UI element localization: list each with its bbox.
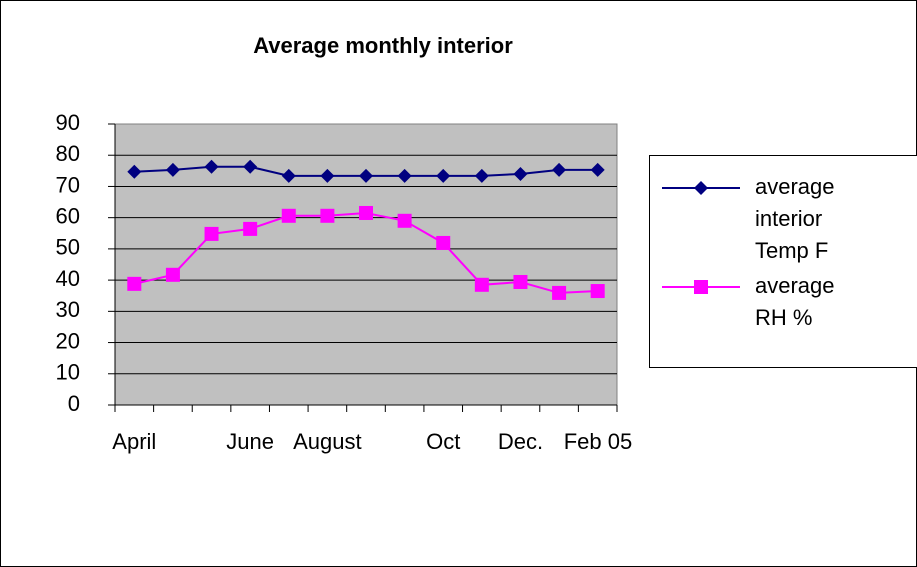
marker [552,162,567,177]
marker [694,280,708,294]
legend-label-line: interior [755,206,822,231]
marker [204,226,219,241]
marker [281,168,296,183]
marker [397,213,412,228]
marker [165,267,180,282]
y-tick-label: 20 [56,328,80,353]
marker [127,164,142,179]
x-tick-label: August [293,429,362,454]
x-tick-label: April [112,429,156,454]
y-tick-label: 30 [56,297,80,322]
legend-label: average RH % [755,273,835,330]
marker [513,166,528,181]
y-tick-label: 0 [68,391,80,416]
marker [320,208,335,223]
marker [474,168,489,183]
legend-label-line: RH % [755,305,812,330]
marker [474,277,489,292]
marker [204,159,219,174]
marker [590,162,605,177]
y-tick-label: 10 [56,360,80,385]
marker [165,162,180,177]
x-tick-label: Dec. [498,429,543,454]
y-tick-label: 50 [56,235,80,260]
y-tick-label: 40 [56,266,80,291]
marker [590,284,605,299]
marker [359,168,373,183]
marker [127,276,142,291]
marker [436,235,451,250]
x-tick-label: Oct [426,429,460,454]
marker [281,208,296,223]
marker [552,285,567,300]
marker [436,168,451,183]
y-tick-label: 90 [56,110,80,135]
marker [694,181,708,195]
x-tick-label: June [226,429,274,454]
legend-label-line: Temp F [755,238,828,263]
legend-box [649,155,917,368]
y-tick-label: 70 [56,172,80,197]
legend-label-line: average [755,174,835,199]
marker [243,221,258,236]
legend-label: average interior Temp F [755,174,835,263]
y-tick-label: 80 [56,141,80,166]
marker [320,168,335,183]
legend-label-line: average [755,273,835,298]
marker [243,159,258,174]
marker [397,168,412,183]
y-tick-label: 60 [56,203,80,228]
marker [359,205,373,220]
x-tick-label: Feb 05 [564,429,633,454]
marker [513,274,528,289]
chart-title: Average monthly interior [253,33,513,58]
plot-area [114,123,618,406]
